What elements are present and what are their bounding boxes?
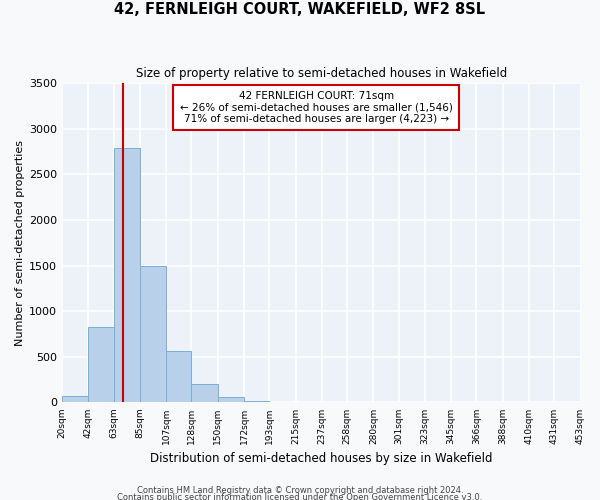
Text: 42, FERNLEIGH COURT, WAKEFIELD, WF2 8SL: 42, FERNLEIGH COURT, WAKEFIELD, WF2 8SL xyxy=(115,2,485,18)
Y-axis label: Number of semi-detached properties: Number of semi-detached properties xyxy=(15,140,25,346)
Bar xyxy=(244,400,269,402)
Bar xyxy=(166,352,191,403)
X-axis label: Distribution of semi-detached houses by size in Wakefield: Distribution of semi-detached houses by … xyxy=(150,452,493,465)
Bar xyxy=(218,397,244,402)
Text: Contains HM Land Registry data © Crown copyright and database right 2024.: Contains HM Land Registry data © Crown c… xyxy=(137,486,463,495)
Text: 42 FERNLEIGH COURT: 71sqm
← 26% of semi-detached houses are smaller (1,546)
71% : 42 FERNLEIGH COURT: 71sqm ← 26% of semi-… xyxy=(180,91,452,124)
Bar xyxy=(140,266,166,402)
Bar xyxy=(191,384,218,402)
Title: Size of property relative to semi-detached houses in Wakefield: Size of property relative to semi-detach… xyxy=(136,68,507,80)
Bar xyxy=(88,326,113,402)
Bar xyxy=(62,396,88,402)
Text: Contains public sector information licensed under the Open Government Licence v3: Contains public sector information licen… xyxy=(118,494,482,500)
Bar xyxy=(113,148,140,403)
